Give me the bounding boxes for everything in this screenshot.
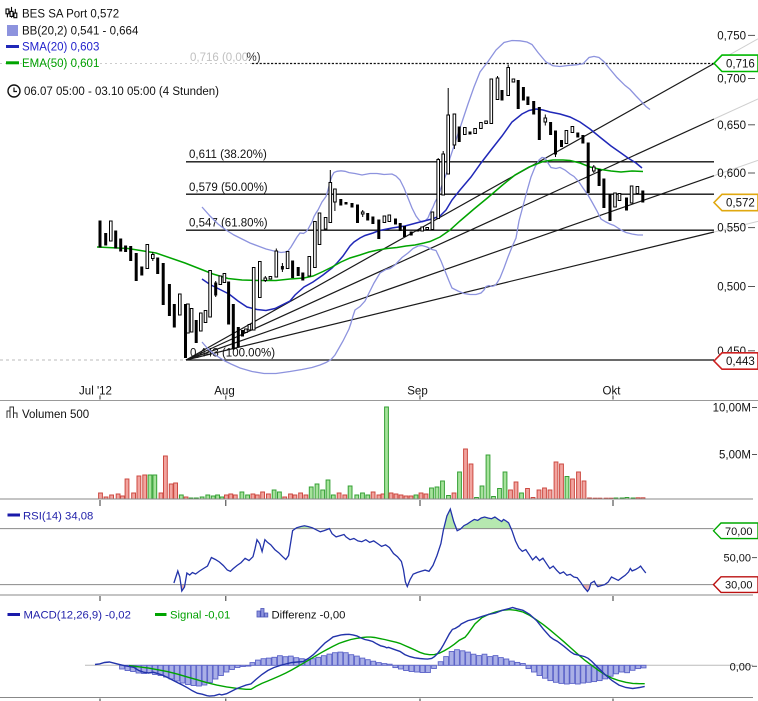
svg-text:0,500: 0,500 (717, 282, 746, 294)
svg-text:Volumen 500: Volumen 500 (22, 409, 89, 421)
svg-text:0,572: 0,572 (726, 198, 755, 210)
svg-text:70,00: 70,00 (725, 526, 753, 538)
svg-text:0,750: 0,750 (717, 30, 746, 42)
svg-text:EMA(50) 0,601: EMA(50) 0,601 (22, 58, 99, 70)
svg-text:RSI(14) 34,08: RSI(14) 34,08 (23, 511, 93, 523)
svg-text:30,00: 30,00 (725, 580, 753, 592)
svg-text:0,443: 0,443 (726, 356, 755, 368)
svg-text:0,579 (50.00%): 0,579 (50.00%) (189, 182, 268, 194)
svg-text:%): %) (247, 52, 261, 64)
svg-text:0,547 (61.80%): 0,547 (61.80%) (189, 218, 268, 230)
svg-text:06.07 05:00 - 03.10 05:00 (4 S: 06.07 05:00 - 03.10 05:00 (4 Stunden) (24, 86, 219, 98)
svg-text:5,00M: 5,00M (719, 450, 751, 462)
svg-text:0,611 (38.20%): 0,611 (38.20%) (189, 149, 267, 161)
svg-text:MACD(12,26,9) -0,02: MACD(12,26,9) -0,02 (24, 610, 131, 622)
svg-text:0,00: 0,00 (730, 662, 751, 674)
svg-text:Aug: Aug (214, 386, 234, 398)
svg-text:SMA(20) 0,603: SMA(20) 0,603 (22, 42, 99, 54)
svg-text:0,716: 0,716 (726, 58, 755, 70)
svg-text:0,550: 0,550 (717, 223, 746, 235)
svg-text:BB(20,2) 0,541 - 0,664: BB(20,2) 0,541 - 0,664 (22, 26, 139, 38)
svg-text:50,00: 50,00 (723, 553, 751, 565)
svg-text:Jul '12: Jul '12 (79, 386, 112, 398)
svg-text:10,00M: 10,00M (713, 403, 751, 415)
svg-text:Differenz -0,00: Differenz -0,00 (272, 610, 346, 622)
svg-text:0,700: 0,700 (717, 74, 746, 86)
svg-text:BES SA Port 0,572: BES SA Port 0,572 (22, 9, 119, 21)
svg-text:0,650: 0,650 (717, 120, 746, 132)
svg-text:0,716 (0,00: 0,716 (0,00 (190, 52, 248, 64)
svg-text:Okt: Okt (603, 386, 622, 398)
svg-text:0,600: 0,600 (717, 168, 746, 180)
svg-text:Sep: Sep (407, 386, 427, 398)
svg-text:Signal -0,01: Signal -0,01 (170, 610, 230, 622)
svg-text:0,443 (100.00%): 0,443 (100.00%) (190, 348, 275, 360)
